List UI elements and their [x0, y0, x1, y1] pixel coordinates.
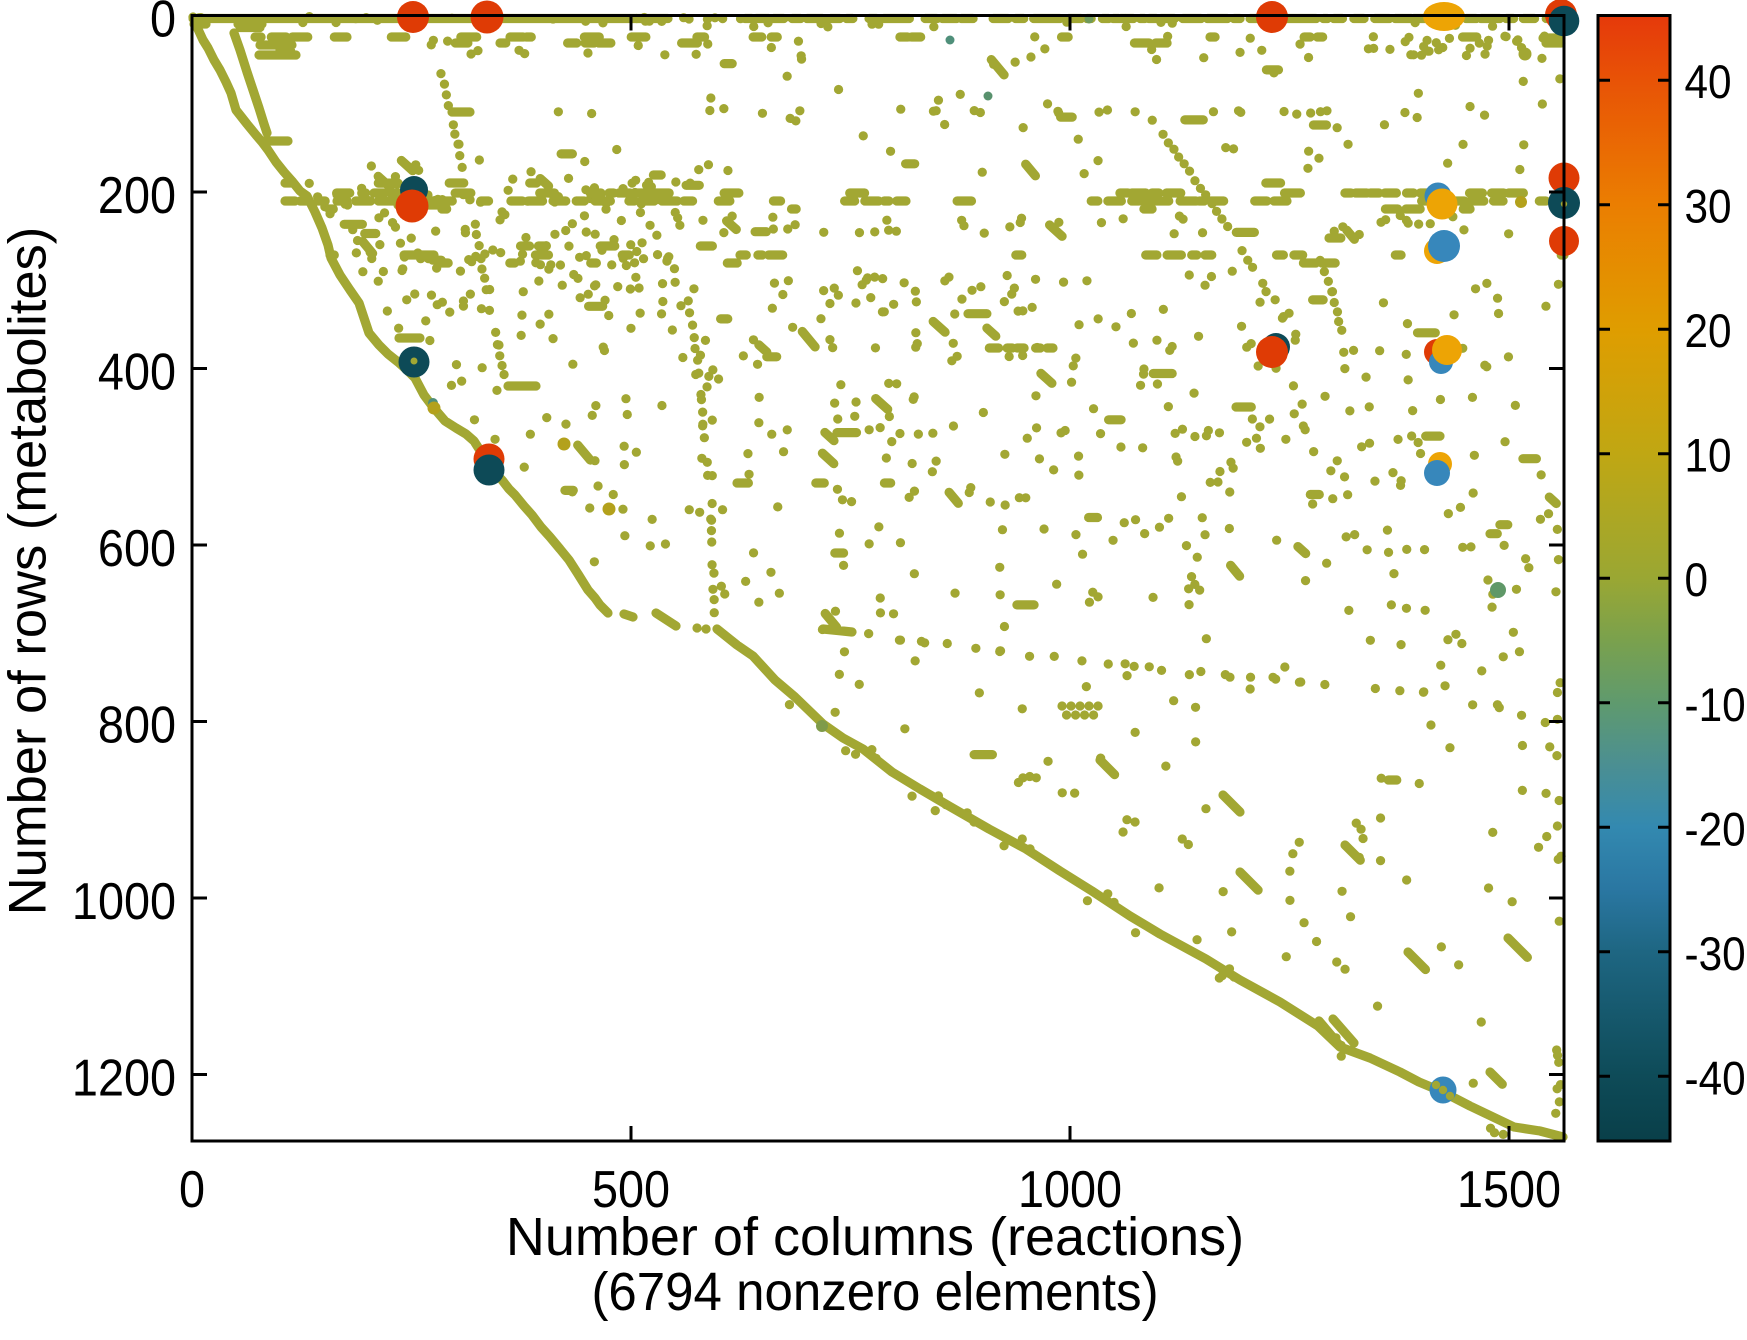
- svg-text:-30: -30: [1685, 929, 1746, 981]
- svg-text:Number of columns (reactions): Number of columns (reactions): [506, 1207, 1244, 1267]
- svg-text:400: 400: [98, 343, 176, 401]
- svg-text:1000: 1000: [72, 873, 176, 931]
- svg-text:600: 600: [98, 520, 176, 578]
- svg-text:500: 500: [592, 1161, 670, 1219]
- svg-text:-10: -10: [1685, 680, 1746, 732]
- svg-text:200: 200: [98, 167, 176, 225]
- svg-text:1000: 1000: [1018, 1161, 1122, 1219]
- svg-text:-20: -20: [1685, 804, 1746, 856]
- svg-text:0: 0: [179, 1161, 205, 1219]
- svg-text:-40: -40: [1685, 1053, 1746, 1105]
- svg-text:20: 20: [1685, 306, 1732, 358]
- svg-text:800: 800: [98, 696, 176, 754]
- svg-text:1200: 1200: [72, 1049, 176, 1107]
- svg-text:0: 0: [150, 0, 176, 48]
- svg-text:1500: 1500: [1457, 1161, 1561, 1219]
- svg-text:40: 40: [1685, 57, 1732, 109]
- svg-text:0: 0: [1685, 555, 1709, 607]
- svg-text:(6794 nonzero elements): (6794 nonzero elements): [591, 1262, 1158, 1323]
- svg-text:10: 10: [1685, 431, 1732, 483]
- svg-text:30: 30: [1685, 182, 1732, 234]
- svg-text:Number of rows (metabolites): Number of rows (metabolites): [0, 227, 58, 916]
